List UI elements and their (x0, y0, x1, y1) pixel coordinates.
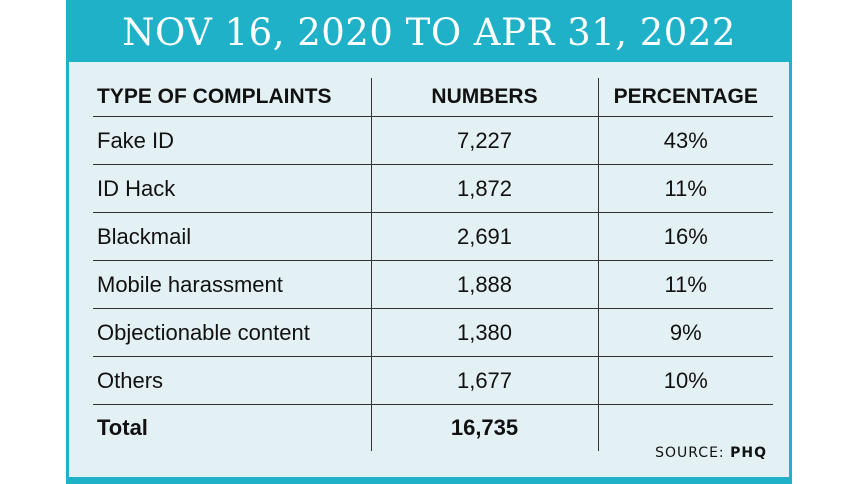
total-label: Total (97, 415, 148, 440)
complaint-percentage-cell: 11% (598, 260, 773, 309)
complaint-type-cell: ID Hack (93, 164, 371, 213)
table-panel: TYPE OF COMPLAINTS NUMBERS PERCENTAGE Fa… (69, 62, 789, 477)
complaint-number-cell: 2,691 (370, 212, 599, 261)
complaint-type-cell: Fake ID (93, 116, 371, 165)
complaint-percentage-cell: 9% (598, 308, 773, 357)
complaint-number-cell: 1,677 (370, 356, 599, 405)
table-row: ID Hack 1,872 11% (93, 164, 773, 213)
column-header-numbers: NUMBERS (370, 78, 599, 117)
complaint-type-cell: Objectionable content (93, 308, 371, 357)
column-header-type: TYPE OF COMPLAINTS (93, 78, 371, 117)
total-number: 16,735 (370, 404, 599, 451)
chart-title: NOV 16, 2020 TO APR 31, 2022 (122, 11, 736, 54)
table-row: Fake ID 7,227 43% (93, 116, 773, 165)
complaint-type-cell: Mobile harassment (93, 260, 371, 309)
complaint-number-cell: 1,872 (370, 164, 599, 213)
table-row: Mobile harassment 1,888 11% (93, 260, 773, 309)
table-row: Others 1,677 10% (93, 356, 773, 405)
column-header-percentage: PERCENTAGE (598, 78, 773, 117)
table-wrapper: TYPE OF COMPLAINTS NUMBERS PERCENTAGE Fa… (93, 78, 773, 451)
complaint-number-cell: 1,380 (370, 308, 599, 357)
header-row: TYPE OF COMPLAINTS NUMBERS PERCENTAGE (93, 78, 773, 117)
total-row: Total 16,735 (93, 404, 773, 451)
table-row: Objectionable content 1,380 9% (93, 308, 773, 357)
table-row: Blackmail 2,691 16% (93, 212, 773, 261)
complaint-percentage-cell: 16% (598, 212, 773, 261)
complaint-percentage-cell: 11% (598, 164, 773, 213)
complaint-number-cell: 1,888 (370, 260, 599, 309)
complaint-type-cell: Others (93, 356, 371, 405)
complaint-percentage-cell: 10% (598, 356, 773, 405)
source-value: PHQ (730, 445, 767, 461)
source-label: SOURCE: (655, 445, 725, 461)
infographic-frame: NOV 16, 2020 TO APR 31, 2022 TYPE OF COM… (66, 0, 792, 484)
complaint-number-cell: 7,227 (370, 116, 599, 165)
source-note: SOURCE: PHQ (655, 445, 767, 461)
complaint-percentage-cell: 43% (598, 116, 773, 165)
complaints-table: TYPE OF COMPLAINTS NUMBERS PERCENTAGE Fa… (93, 78, 773, 451)
complaint-type-cell: Blackmail (93, 212, 371, 261)
